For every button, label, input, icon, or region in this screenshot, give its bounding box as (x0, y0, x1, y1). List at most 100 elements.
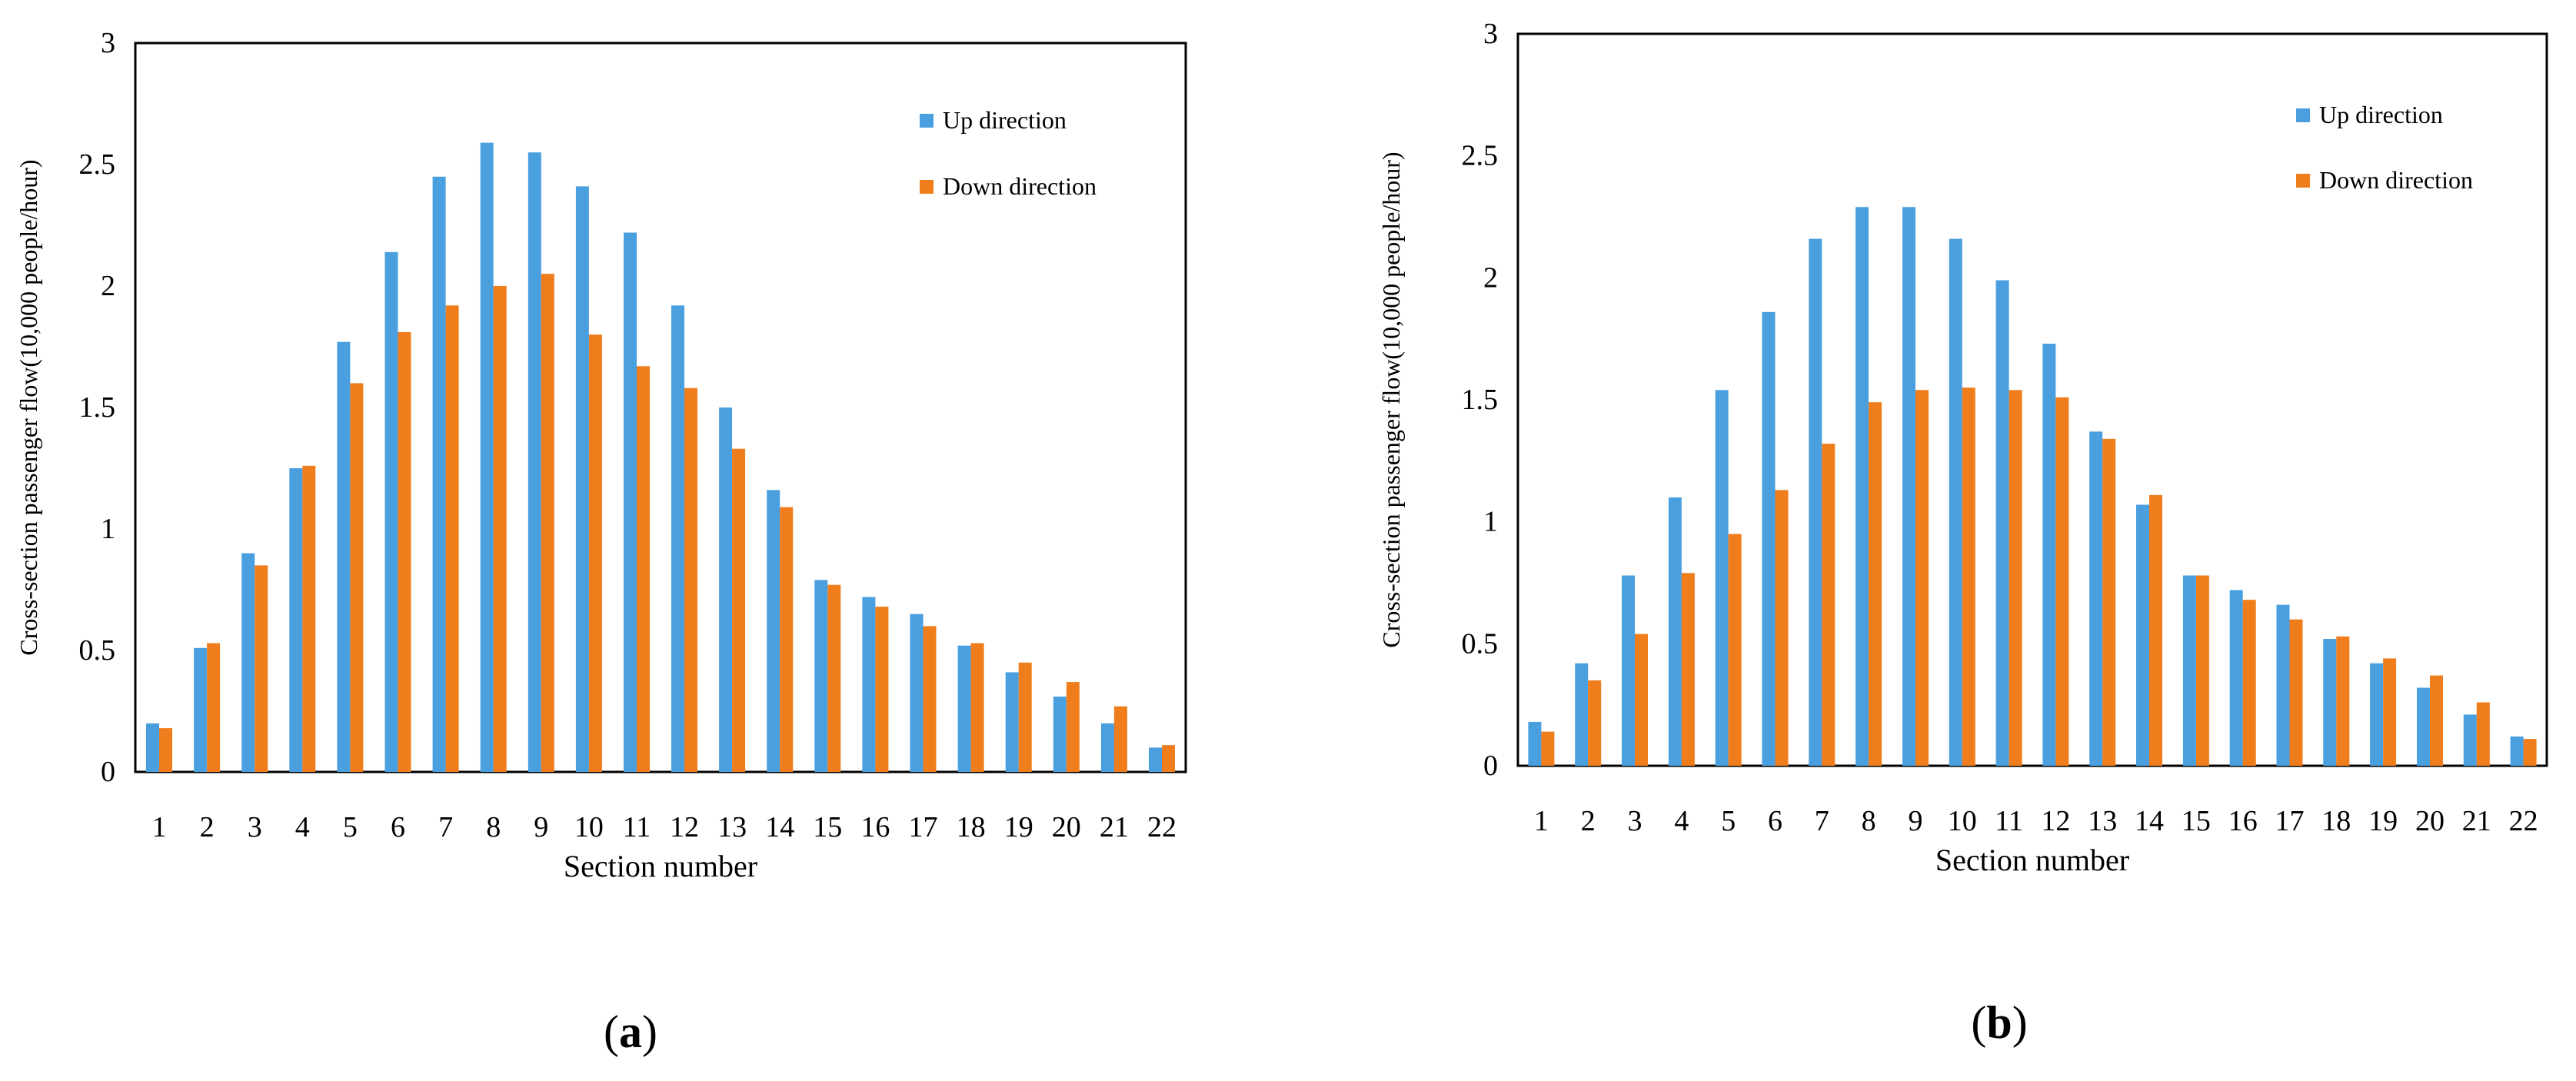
bar-down-direction-22 (2523, 739, 2537, 766)
bar-up-direction-17 (2276, 604, 2290, 766)
bar-up-direction-20 (2417, 687, 2430, 766)
legend-label-up-direction: Up direction (2319, 101, 2443, 128)
legend-label-down-direction: Down direction (943, 172, 1097, 200)
bar-up-direction-15 (814, 580, 828, 772)
x-tick-label: 8 (1862, 805, 1876, 837)
x-tick-label: 4 (295, 811, 310, 843)
bar-up-direction-2 (1575, 663, 1589, 766)
x-tick-label: 19 (1004, 811, 1033, 843)
bar-down-direction-17 (923, 626, 937, 772)
x-tick-label: 14 (2135, 805, 2164, 837)
x-tick-label: 20 (2415, 805, 2445, 837)
bar-down-direction-3 (255, 565, 268, 772)
x-tick-label: 18 (957, 811, 986, 843)
x-tick-label: 20 (1052, 811, 1081, 843)
x-tick-label: 12 (2041, 805, 2070, 837)
bar-down-direction-11 (2009, 390, 2022, 766)
x-tick-label: 10 (574, 811, 604, 843)
panel-label-close-paren: ) (2012, 997, 2028, 1048)
bar-down-direction-11 (637, 366, 650, 772)
bar-down-direction-16 (875, 607, 889, 772)
bar-down-direction-21 (2476, 702, 2490, 766)
bar-up-direction-5 (1715, 390, 1729, 766)
bar-down-direction-14 (2149, 494, 2162, 766)
x-tick-label: 2 (1581, 805, 1596, 837)
bar-up-direction-5 (337, 341, 351, 772)
x-axis-title: Section number (1935, 843, 2129, 877)
x-tick-label: 5 (343, 811, 358, 843)
x-tick-label: 17 (2275, 805, 2305, 837)
bar-down-direction-13 (2102, 438, 2116, 766)
panel-a-chart: 1 2 3 4 5 6 7 8 9 10 11 12 13 14 15 16 17 18 19 20 21 2200.51… (15, 27, 1187, 1057)
bar-down-direction-3 (1635, 634, 1648, 766)
x-tick-label: 6 (1768, 805, 1782, 837)
bar-up-direction-21 (1100, 723, 1114, 772)
bar-up-direction-13 (2089, 431, 2103, 766)
x-tick-label: 19 (2368, 805, 2398, 837)
bar-down-direction-13 (732, 448, 746, 772)
bar-up-direction-22 (2510, 736, 2524, 766)
x-tick-label: 15 (2182, 805, 2211, 837)
x-axis-title: Section number (564, 849, 757, 883)
x-tick-label: 16 (860, 811, 890, 843)
bar-up-direction-15 (2182, 575, 2196, 766)
bars-group (1528, 207, 2537, 767)
legend-label-up-direction: Up direction (943, 106, 1067, 134)
bar-up-direction-22 (1149, 747, 1162, 772)
bar-up-direction-16 (862, 597, 876, 772)
x-tick-label: 22 (2509, 805, 2538, 837)
bar-up-direction-10 (575, 186, 589, 772)
bars-group (146, 142, 1175, 773)
bar-up-direction-6 (384, 251, 398, 772)
bar-up-direction-1 (146, 723, 159, 772)
bar-up-direction-12 (671, 305, 684, 772)
panel-label-close-paren: ) (642, 1006, 657, 1057)
bar-down-direction-19 (1018, 662, 1032, 772)
x-tick-label: 1 (1534, 805, 1549, 837)
bar-up-direction-14 (767, 490, 780, 772)
y-tick-label: 0 (1483, 750, 1498, 782)
x-tick-label: 21 (2462, 805, 2491, 837)
x-tick-label: 3 (248, 811, 262, 843)
bar-up-direction-4 (289, 468, 303, 772)
bar-down-direction-9 (1915, 390, 1929, 766)
legend: Up direction Down direction (2296, 101, 2473, 194)
legend-swatch-up-direction (920, 114, 934, 128)
bar-up-direction-1 (1528, 721, 1542, 766)
legend-swatch-down-direction (2296, 174, 2310, 188)
y-tick-label: 0.5 (79, 634, 116, 667)
bar-up-direction-8 (1855, 207, 1869, 766)
tick-labels: 1 2 3 4 5 6 7 8 9 10 11 12 13 14 15 16 17 18 19 20 21 2200.51… (1462, 18, 2538, 837)
bar-down-direction-7 (445, 305, 459, 772)
bar-down-direction-8 (1869, 402, 1882, 766)
bar-up-direction-20 (1053, 697, 1067, 772)
bar-down-direction-5 (1728, 534, 1742, 766)
bar-down-direction-20 (2430, 675, 2443, 766)
plot-frame (1516, 32, 2548, 767)
y-tick-label: 1 (101, 513, 115, 545)
x-tick-label: 7 (438, 811, 453, 843)
bar-down-direction-12 (684, 387, 697, 772)
bar-up-direction-2 (194, 647, 208, 772)
bar-down-direction-22 (1162, 745, 1175, 772)
x-tick-label: 3 (1628, 805, 1642, 837)
x-tick-label: 21 (1100, 811, 1129, 843)
x-tick-label: 10 (1948, 805, 1977, 837)
bar-up-direction-10 (1949, 238, 1962, 767)
bar-down-direction-15 (2195, 575, 2209, 766)
bar-down-direction-2 (207, 643, 221, 772)
bar-up-direction-16 (2229, 590, 2243, 766)
bar-up-direction-18 (2323, 639, 2337, 766)
bar-down-direction-4 (1681, 573, 1695, 766)
y-tick-label: 1.5 (1462, 384, 1499, 416)
y-tick-label: 1.5 (79, 391, 116, 424)
legend-label-down-direction: Down direction (2319, 166, 2473, 194)
x-tick-label: 6 (391, 811, 405, 843)
y-axis-title: Cross-section passenger flow(10,000 peop… (1377, 151, 1405, 647)
x-tick-label: 15 (813, 811, 842, 843)
bar-up-direction-8 (480, 142, 494, 773)
y-tick-label: 2.5 (1462, 140, 1499, 172)
bar-up-direction-6 (1762, 311, 1776, 766)
bar-down-direction-4 (302, 465, 316, 772)
x-tick-label: 13 (2088, 805, 2117, 837)
